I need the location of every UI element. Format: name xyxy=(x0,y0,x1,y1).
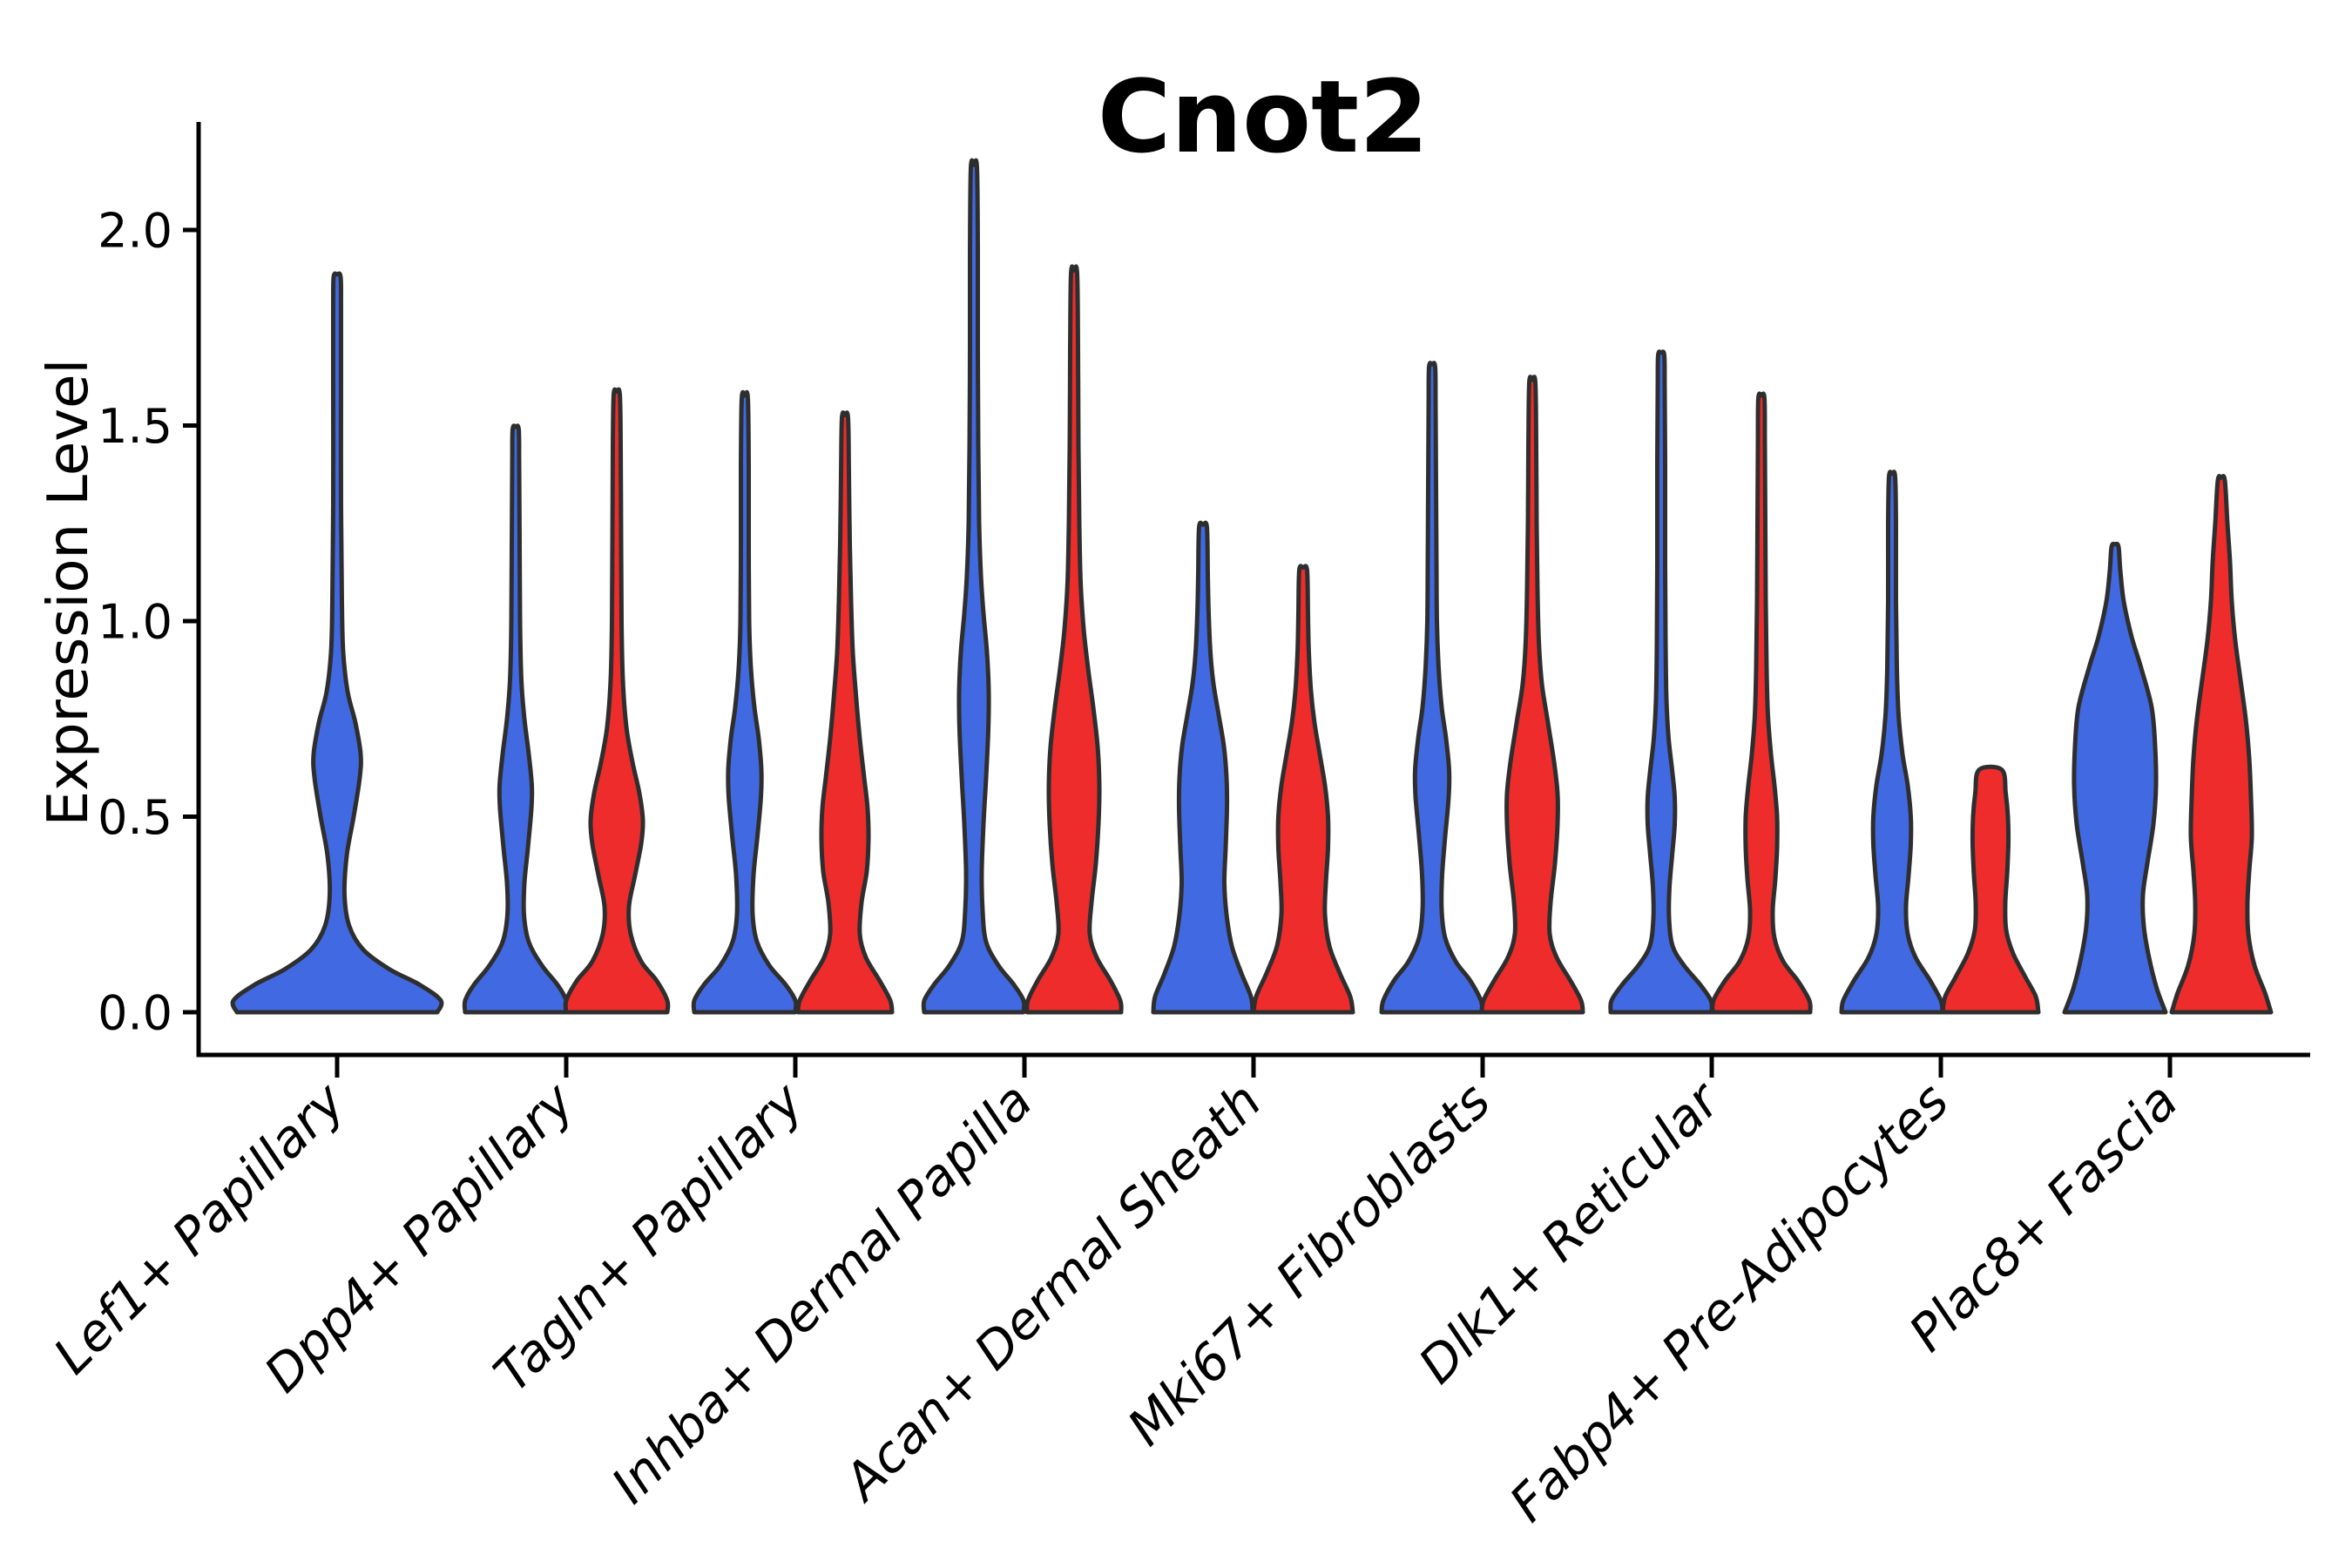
y-tick-label: 0.5 xyxy=(98,790,172,845)
violins-layer xyxy=(230,158,2274,1015)
chart-title: Cnot2 xyxy=(1098,59,1429,176)
y-tick-label: 1.0 xyxy=(98,594,172,649)
violin-fabp4-pre-adipocytes-red xyxy=(1940,764,2041,1015)
violin-plac8-fascia-red xyxy=(2169,474,2274,1015)
violin-mki67-fibroblasts-red xyxy=(1479,375,1585,1015)
violin-dpp4-papillary-red xyxy=(563,387,671,1015)
violin-dlk1-reticular-blue xyxy=(1608,349,1714,1015)
x-tick-label: Inhba+ Dermal Papilla xyxy=(600,1071,1044,1515)
violin-acan-dermal-sheath-red xyxy=(1251,564,1355,1015)
violin-mki67-fibroblasts-blue xyxy=(1379,361,1485,1015)
x-tick-label: Acan+ Dermal Sheath xyxy=(830,1071,1273,1514)
y-tick-label: 1.5 xyxy=(98,399,172,454)
violin-acan-dermal-sheath-blue xyxy=(1151,520,1255,1015)
violin-inhba-dermal-papilla-red xyxy=(1024,264,1124,1015)
violin-tagln-papillary-red xyxy=(795,410,895,1015)
violin-plac8-fascia-blue xyxy=(2062,541,2168,1015)
y-tick-label: 0.0 xyxy=(98,985,172,1040)
violin-fabp4-pre-adipocytes-blue xyxy=(1839,470,1945,1015)
y-axis-label: Expression Level xyxy=(37,359,101,827)
y-tick-label: 2.0 xyxy=(98,203,172,258)
violin-dlk1-reticular-red xyxy=(1710,391,1813,1015)
violin-tagln-papillary-blue xyxy=(691,389,799,1015)
violin-inhba-dermal-papilla-blue xyxy=(921,158,1027,1015)
x-tick-label: Fabp4+ Pre-Adipocytes xyxy=(1498,1071,1960,1533)
violin-lef1-papillary-blue xyxy=(230,271,444,1015)
violin-dpp4-papillary-blue xyxy=(462,423,570,1015)
